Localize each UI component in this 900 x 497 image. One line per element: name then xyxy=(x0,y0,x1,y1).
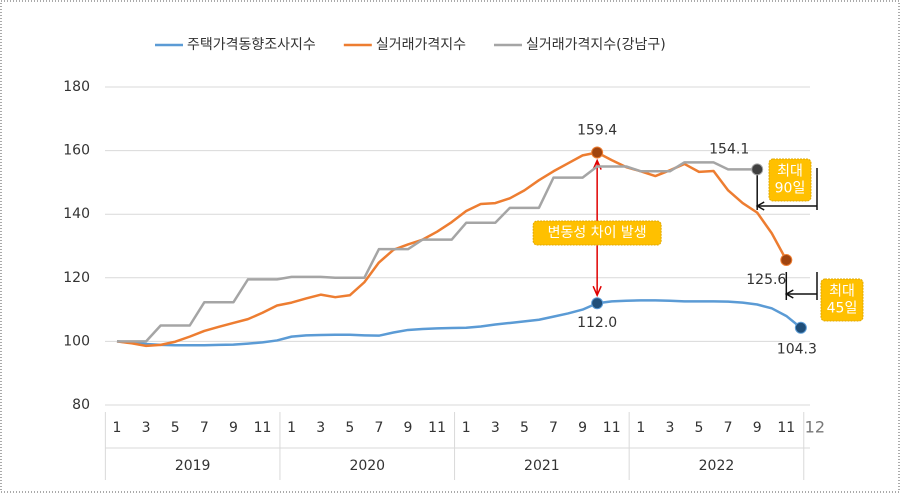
x-tick-label: 5 xyxy=(695,420,704,436)
x-tick-label: 5 xyxy=(171,420,180,436)
annotation-text: 45일 xyxy=(827,301,858,317)
data-label: 125.6 xyxy=(746,272,786,288)
data-point xyxy=(780,253,793,266)
data-point xyxy=(794,321,807,334)
x-tick-label: 1 xyxy=(462,420,471,436)
x-tick-label: 7 xyxy=(724,420,733,436)
annotation-box xyxy=(768,158,812,202)
x-tick-label: 9 xyxy=(753,420,762,436)
annotation-box xyxy=(820,278,864,322)
y-tick-label: 120 xyxy=(63,270,90,286)
y-tick-label: 100 xyxy=(63,333,90,349)
year-label: 2020 xyxy=(349,458,385,474)
x-tick-label: 3 xyxy=(491,420,500,436)
x-tick-label: 5 xyxy=(345,420,354,436)
x-tick-label: 5 xyxy=(520,420,529,436)
x-tick-label: 9 xyxy=(578,420,587,436)
x-tick-label: 9 xyxy=(404,420,413,436)
year-label: 2022 xyxy=(699,458,735,474)
data-label: 159.4 xyxy=(577,123,617,139)
data-point xyxy=(591,297,604,310)
annotation-text: 최대 xyxy=(829,284,855,300)
legend-label: 실거래가격지수 xyxy=(376,37,466,53)
x-tick-label: 3 xyxy=(316,420,325,436)
x-tick-label: 11 xyxy=(428,420,446,436)
series-line xyxy=(116,299,802,347)
annotation-text: 변동성 차이 발생 xyxy=(548,225,647,241)
annotation-text: 90일 xyxy=(775,181,806,197)
y-tick-label: 180 xyxy=(63,79,90,95)
arrow-head xyxy=(784,289,794,299)
data-point xyxy=(591,146,604,159)
x-tick-label: 7 xyxy=(374,420,383,436)
y-tick-label: 140 xyxy=(63,206,90,222)
x-tick-label: 7 xyxy=(200,420,209,436)
legend-label: 실거래가격지수(강남구) xyxy=(526,37,666,53)
x-tick-label: 1 xyxy=(113,420,122,436)
arrow-head xyxy=(755,201,765,211)
x-tick-label: 7 xyxy=(549,420,558,436)
x-tick-label: 3 xyxy=(665,420,674,436)
annotation-box xyxy=(532,220,662,246)
series-line xyxy=(117,161,758,343)
series-line xyxy=(116,151,788,348)
data-label: 104.3 xyxy=(777,342,817,358)
data-point xyxy=(751,163,764,176)
x-tick-label: 9 xyxy=(229,420,238,436)
x-tick-label: 1 xyxy=(636,420,645,436)
x-tick-label: 11 xyxy=(777,420,795,436)
y-tick-label: 160 xyxy=(63,143,90,159)
arrow-head xyxy=(592,285,602,298)
year-label: 2021 xyxy=(524,458,560,474)
x-tick-label: 3 xyxy=(142,420,151,436)
x-tick-label: 11 xyxy=(254,420,272,436)
year-label: 2019 xyxy=(175,458,211,474)
x-tick-label: 1 xyxy=(287,420,296,436)
x-tick-label: 11 xyxy=(603,420,621,436)
legend-label: 주택가격동향조사지수 xyxy=(187,37,316,53)
data-label: 112.0 xyxy=(577,315,617,331)
annotation-text: 최대 xyxy=(777,164,803,180)
data-label: 154.1 xyxy=(709,141,749,157)
y-tick-label: 80 xyxy=(72,397,90,413)
x-tick-label: 12 xyxy=(805,418,825,437)
